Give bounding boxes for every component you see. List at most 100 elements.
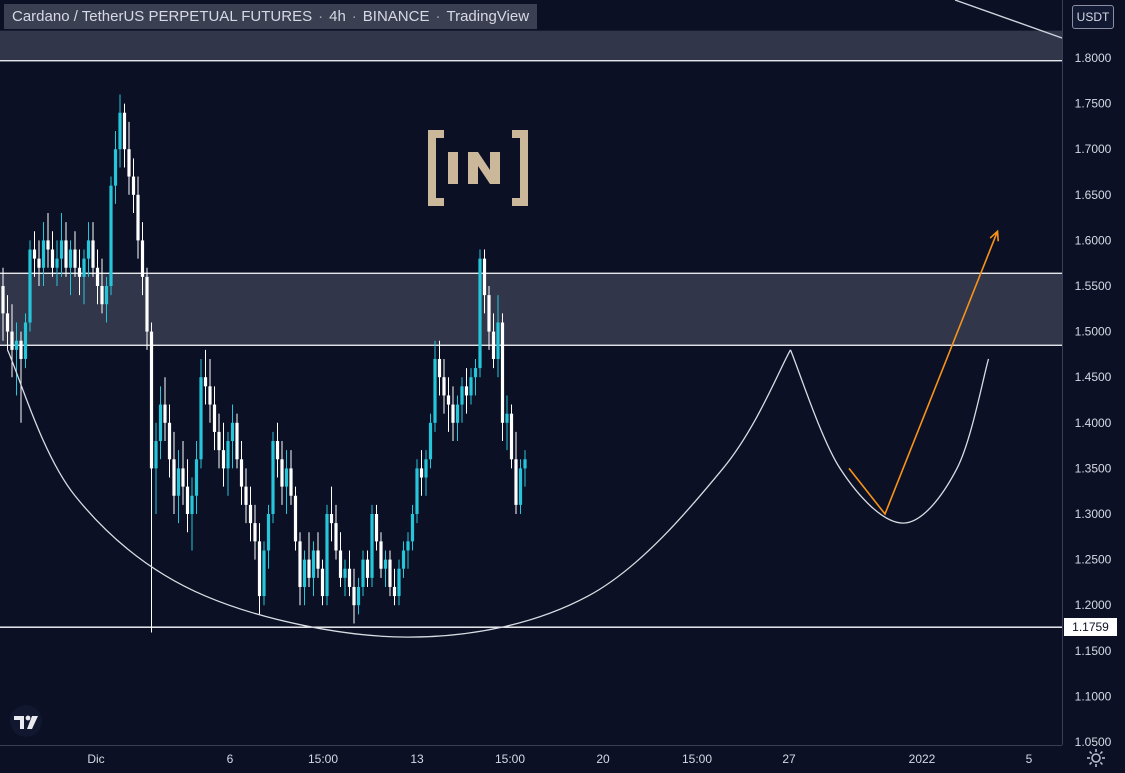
candle[interactable]: [469, 368, 473, 405]
candle[interactable]: [50, 231, 55, 277]
candle[interactable]: [464, 368, 469, 414]
candle[interactable]: [185, 459, 190, 533]
candle[interactable]: [176, 450, 181, 524]
candle[interactable]: [374, 504, 379, 551]
candle[interactable]: [419, 450, 424, 496]
candle[interactable]: [226, 431, 230, 496]
candle[interactable]: [266, 504, 271, 569]
candle[interactable]: [59, 213, 64, 277]
candle[interactable]: [379, 532, 383, 578]
candle[interactable]: [455, 395, 460, 442]
candle[interactable]: [415, 459, 419, 524]
tradingview-logo-icon[interactable]: [8, 704, 44, 738]
candle[interactable]: [352, 568, 356, 624]
candle[interactable]: [68, 240, 73, 296]
settings-gear-icon[interactable]: [1086, 748, 1106, 768]
candle[interactable]: [230, 404, 235, 469]
symbol-title[interactable]: Cardano / TetherUS PERPETUAL FUTURES · 4…: [4, 4, 538, 29]
candle[interactable]: [284, 450, 289, 514]
currency-unit-button[interactable]: USDT: [1072, 5, 1114, 29]
candle[interactable]: [41, 222, 46, 286]
candle[interactable]: [509, 404, 514, 469]
candle[interactable]: [271, 431, 275, 524]
candle[interactable]: [442, 358, 446, 414]
candle[interactable]: [482, 249, 487, 314]
candle[interactable]: [325, 504, 329, 606]
candle[interactable]: [77, 249, 82, 296]
candle[interactable]: [10, 304, 14, 378]
candle[interactable]: [424, 450, 428, 496]
candle[interactable]: [140, 222, 145, 296]
candle[interactable]: [487, 286, 491, 350]
candle[interactable]: [1, 267, 5, 341]
candle[interactable]: [91, 222, 95, 277]
candle[interactable]: [505, 395, 509, 451]
candle[interactable]: [113, 130, 118, 204]
candle[interactable]: [104, 276, 109, 323]
candle[interactable]: [19, 331, 23, 423]
candle[interactable]: [253, 504, 257, 560]
candle[interactable]: [55, 240, 59, 286]
candle[interactable]: [365, 550, 370, 587]
candle[interactable]: [311, 541, 316, 597]
candle[interactable]: [392, 568, 397, 606]
candle[interactable]: [514, 431, 518, 514]
candle[interactable]: [302, 550, 307, 606]
candle[interactable]: [145, 267, 149, 350]
candle[interactable]: [428, 413, 433, 469]
cup-curve-large[interactable]: [6, 349, 792, 638]
candle[interactable]: [23, 313, 28, 369]
candle[interactable]: [401, 541, 406, 578]
candle[interactable]: [248, 486, 253, 542]
candle[interactable]: [37, 240, 41, 286]
candle[interactable]: [122, 103, 127, 168]
candle[interactable]: [361, 550, 365, 597]
candle[interactable]: [446, 377, 451, 432]
candle[interactable]: [163, 377, 167, 442]
candle[interactable]: [86, 222, 91, 277]
candle[interactable]: [370, 504, 374, 587]
candle[interactable]: [410, 504, 415, 551]
candle[interactable]: [167, 404, 172, 478]
candle[interactable]: [73, 231, 77, 277]
candle[interactable]: [64, 222, 68, 277]
candle[interactable]: [199, 358, 203, 469]
candle[interactable]: [388, 550, 392, 597]
candle[interactable]: [32, 231, 37, 277]
candle[interactable]: [257, 523, 262, 615]
candle[interactable]: [172, 431, 176, 514]
candle[interactable]: [235, 413, 239, 469]
candle[interactable]: [136, 176, 140, 259]
candle[interactable]: [343, 559, 347, 597]
candle[interactable]: [316, 532, 320, 578]
candle[interactable]: [149, 322, 154, 633]
candle[interactable]: [334, 504, 338, 560]
candle[interactable]: [383, 550, 388, 587]
candle[interactable]: [451, 386, 455, 442]
candle[interactable]: [406, 532, 410, 569]
candle[interactable]: [460, 377, 464, 423]
candle[interactable]: [154, 422, 158, 514]
candle[interactable]: [28, 240, 32, 332]
trend-line[interactable]: [954, 0, 1063, 39]
candle[interactable]: [433, 340, 437, 432]
candle[interactable]: [127, 121, 131, 195]
candle[interactable]: [329, 486, 334, 542]
candle[interactable]: [217, 413, 221, 469]
candle[interactable]: [14, 322, 19, 396]
candle[interactable]: [95, 249, 100, 305]
candle[interactable]: [496, 295, 500, 378]
candle[interactable]: [158, 386, 163, 460]
candle[interactable]: [194, 441, 199, 514]
candle[interactable]: [244, 468, 248, 524]
candle[interactable]: [397, 559, 401, 606]
candle[interactable]: [289, 450, 293, 505]
candle[interactable]: [109, 176, 113, 296]
candle[interactable]: [307, 532, 311, 587]
candle[interactable]: [491, 313, 496, 369]
candle[interactable]: [280, 441, 284, 505]
candle[interactable]: [356, 577, 361, 615]
candle[interactable]: [478, 249, 482, 378]
candle[interactable]: [298, 532, 302, 606]
